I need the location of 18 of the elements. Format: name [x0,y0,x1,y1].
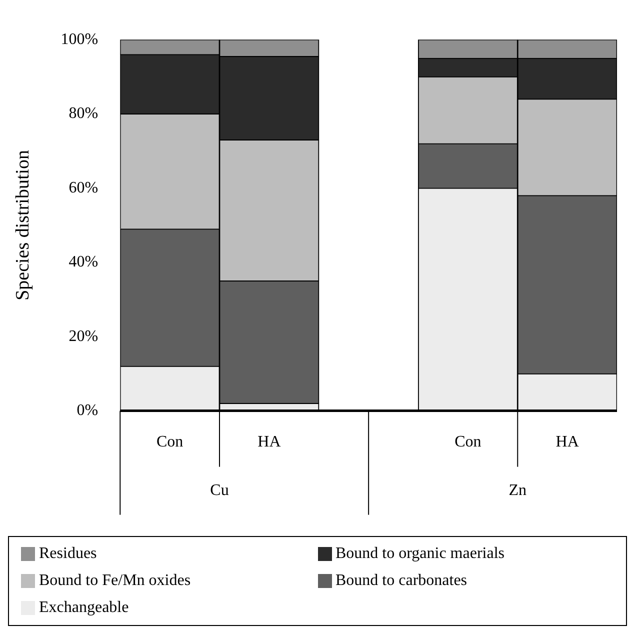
legend-label: Exchangeable [39,598,129,617]
y-tick-label: 80% [68,105,98,122]
legend-label: Residues [39,545,97,564]
legend-label: Bound to carbonates [336,572,468,590]
x-tick-label: Con [454,434,482,451]
text: Cu [210,482,229,500]
y-tick-label: 20% [68,328,98,345]
text: Zn [508,482,527,500]
y-tick-label: 40% [68,254,98,271]
y-tick-label: 0% [76,402,98,420]
y-tick-label: 60% [68,179,98,196]
x-tick-label: HA [258,434,282,451]
x-tick-label: HA [556,434,580,451]
legend-label: Bound to Fe/Mn oxides [39,572,191,590]
y-axis-title: Species distribution [12,150,34,300]
legend-label: Bound to organic maerials [336,545,504,564]
y-tick-label: 100% [60,30,98,48]
x-tick-label: Con [156,434,184,451]
